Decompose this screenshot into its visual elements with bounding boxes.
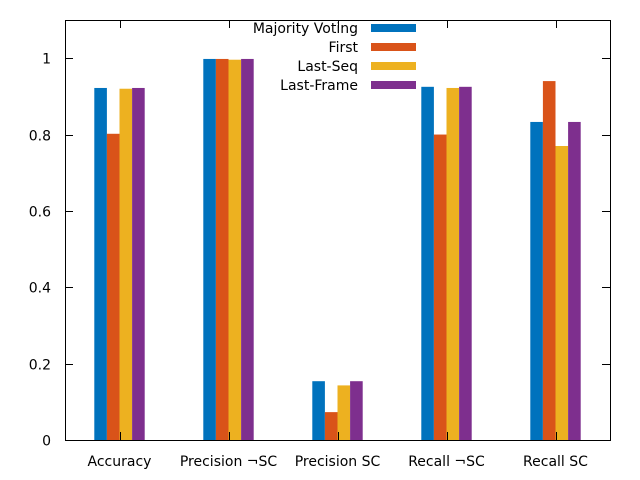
x-tick-label: Accuracy xyxy=(88,454,152,470)
y-tick-label: 0 xyxy=(42,434,51,450)
bars-layer xyxy=(94,58,581,441)
legend: Majority Voting First Last-Seq Last-Frame xyxy=(253,21,416,94)
bar xyxy=(94,87,107,441)
y-tick-label: 0.2 xyxy=(29,358,51,374)
x-tick-label: Precision SC xyxy=(295,454,381,470)
bar xyxy=(568,121,581,440)
bar xyxy=(421,86,434,441)
y-tick-label: 0.6 xyxy=(29,205,51,221)
bar xyxy=(324,412,338,440)
bar xyxy=(350,381,363,440)
bar xyxy=(337,385,351,440)
x-tick-label: Recall SC xyxy=(523,454,588,470)
bar xyxy=(132,87,145,441)
bar xyxy=(203,58,216,440)
bar xyxy=(312,381,325,440)
legend-label: Last-Frame xyxy=(280,78,358,94)
legend-label: Majority Voting xyxy=(253,21,358,37)
bar xyxy=(542,81,556,440)
x-tick-label: Precision ¬SC xyxy=(180,454,278,470)
bar xyxy=(241,58,254,440)
y-tick-label: 0.4 xyxy=(29,281,51,297)
legend-swatch xyxy=(371,43,416,51)
bar xyxy=(228,59,242,440)
bar xyxy=(530,121,543,440)
legend-label: First xyxy=(329,40,359,56)
y-tick-label: 1 xyxy=(42,52,51,68)
bar xyxy=(119,88,133,441)
x-tick-label: Recall ¬SC xyxy=(408,454,485,470)
legend-swatch xyxy=(371,81,416,89)
bar xyxy=(106,133,120,441)
legend-swatch xyxy=(371,24,416,32)
y-tick-label: 0.8 xyxy=(29,129,51,145)
bar xyxy=(555,146,569,440)
y-axis: 0 0.2 0.4 0.6 0.8 1 xyxy=(29,52,610,450)
x-axis: Accuracy Precision ¬SC Precision SC Recall … xyxy=(88,20,588,470)
bar xyxy=(459,86,472,441)
bar xyxy=(433,134,447,440)
bar xyxy=(446,87,460,441)
legend-label: Last-Seq xyxy=(297,59,358,75)
bar xyxy=(215,58,229,440)
legend-swatch xyxy=(371,62,416,70)
